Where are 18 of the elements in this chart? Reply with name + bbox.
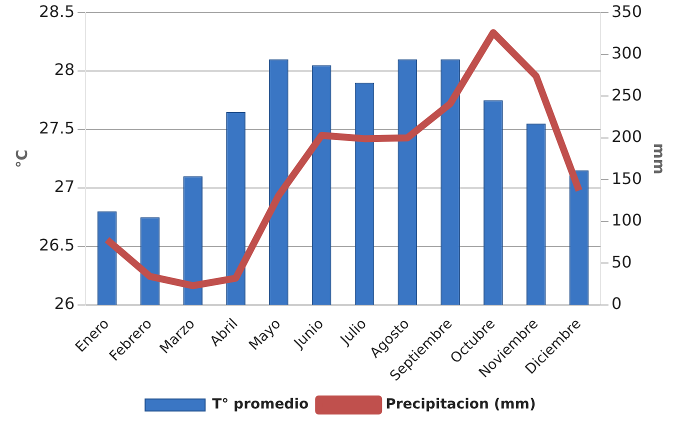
y2-tick-label: 150 xyxy=(611,168,642,188)
y2-axis-title: mm xyxy=(650,143,668,174)
y2-tick-label: 0 xyxy=(611,294,622,314)
y-tick-label: 28.5 xyxy=(39,2,75,21)
legend-label: Precipitacion (mm) xyxy=(386,396,536,413)
y-axis-title: °C xyxy=(12,149,31,168)
y-tick-label: 26 xyxy=(54,294,75,314)
legend-label: T° promedio xyxy=(212,396,310,413)
y-tick-label: 27 xyxy=(54,177,75,196)
y2-tick-label: 50 xyxy=(611,252,632,272)
y2-tick-label: 250 xyxy=(611,85,642,104)
y2-tick-label: 350 xyxy=(611,2,642,21)
y2-tick-label: 100 xyxy=(611,210,642,230)
y-tick-label: 28 xyxy=(54,60,75,80)
y2-tick-label: 300 xyxy=(611,44,642,63)
y2-tick-label: 200 xyxy=(611,127,642,146)
y-tick-label: 27.5 xyxy=(39,118,75,138)
y-tick-label: 26.5 xyxy=(39,236,75,255)
